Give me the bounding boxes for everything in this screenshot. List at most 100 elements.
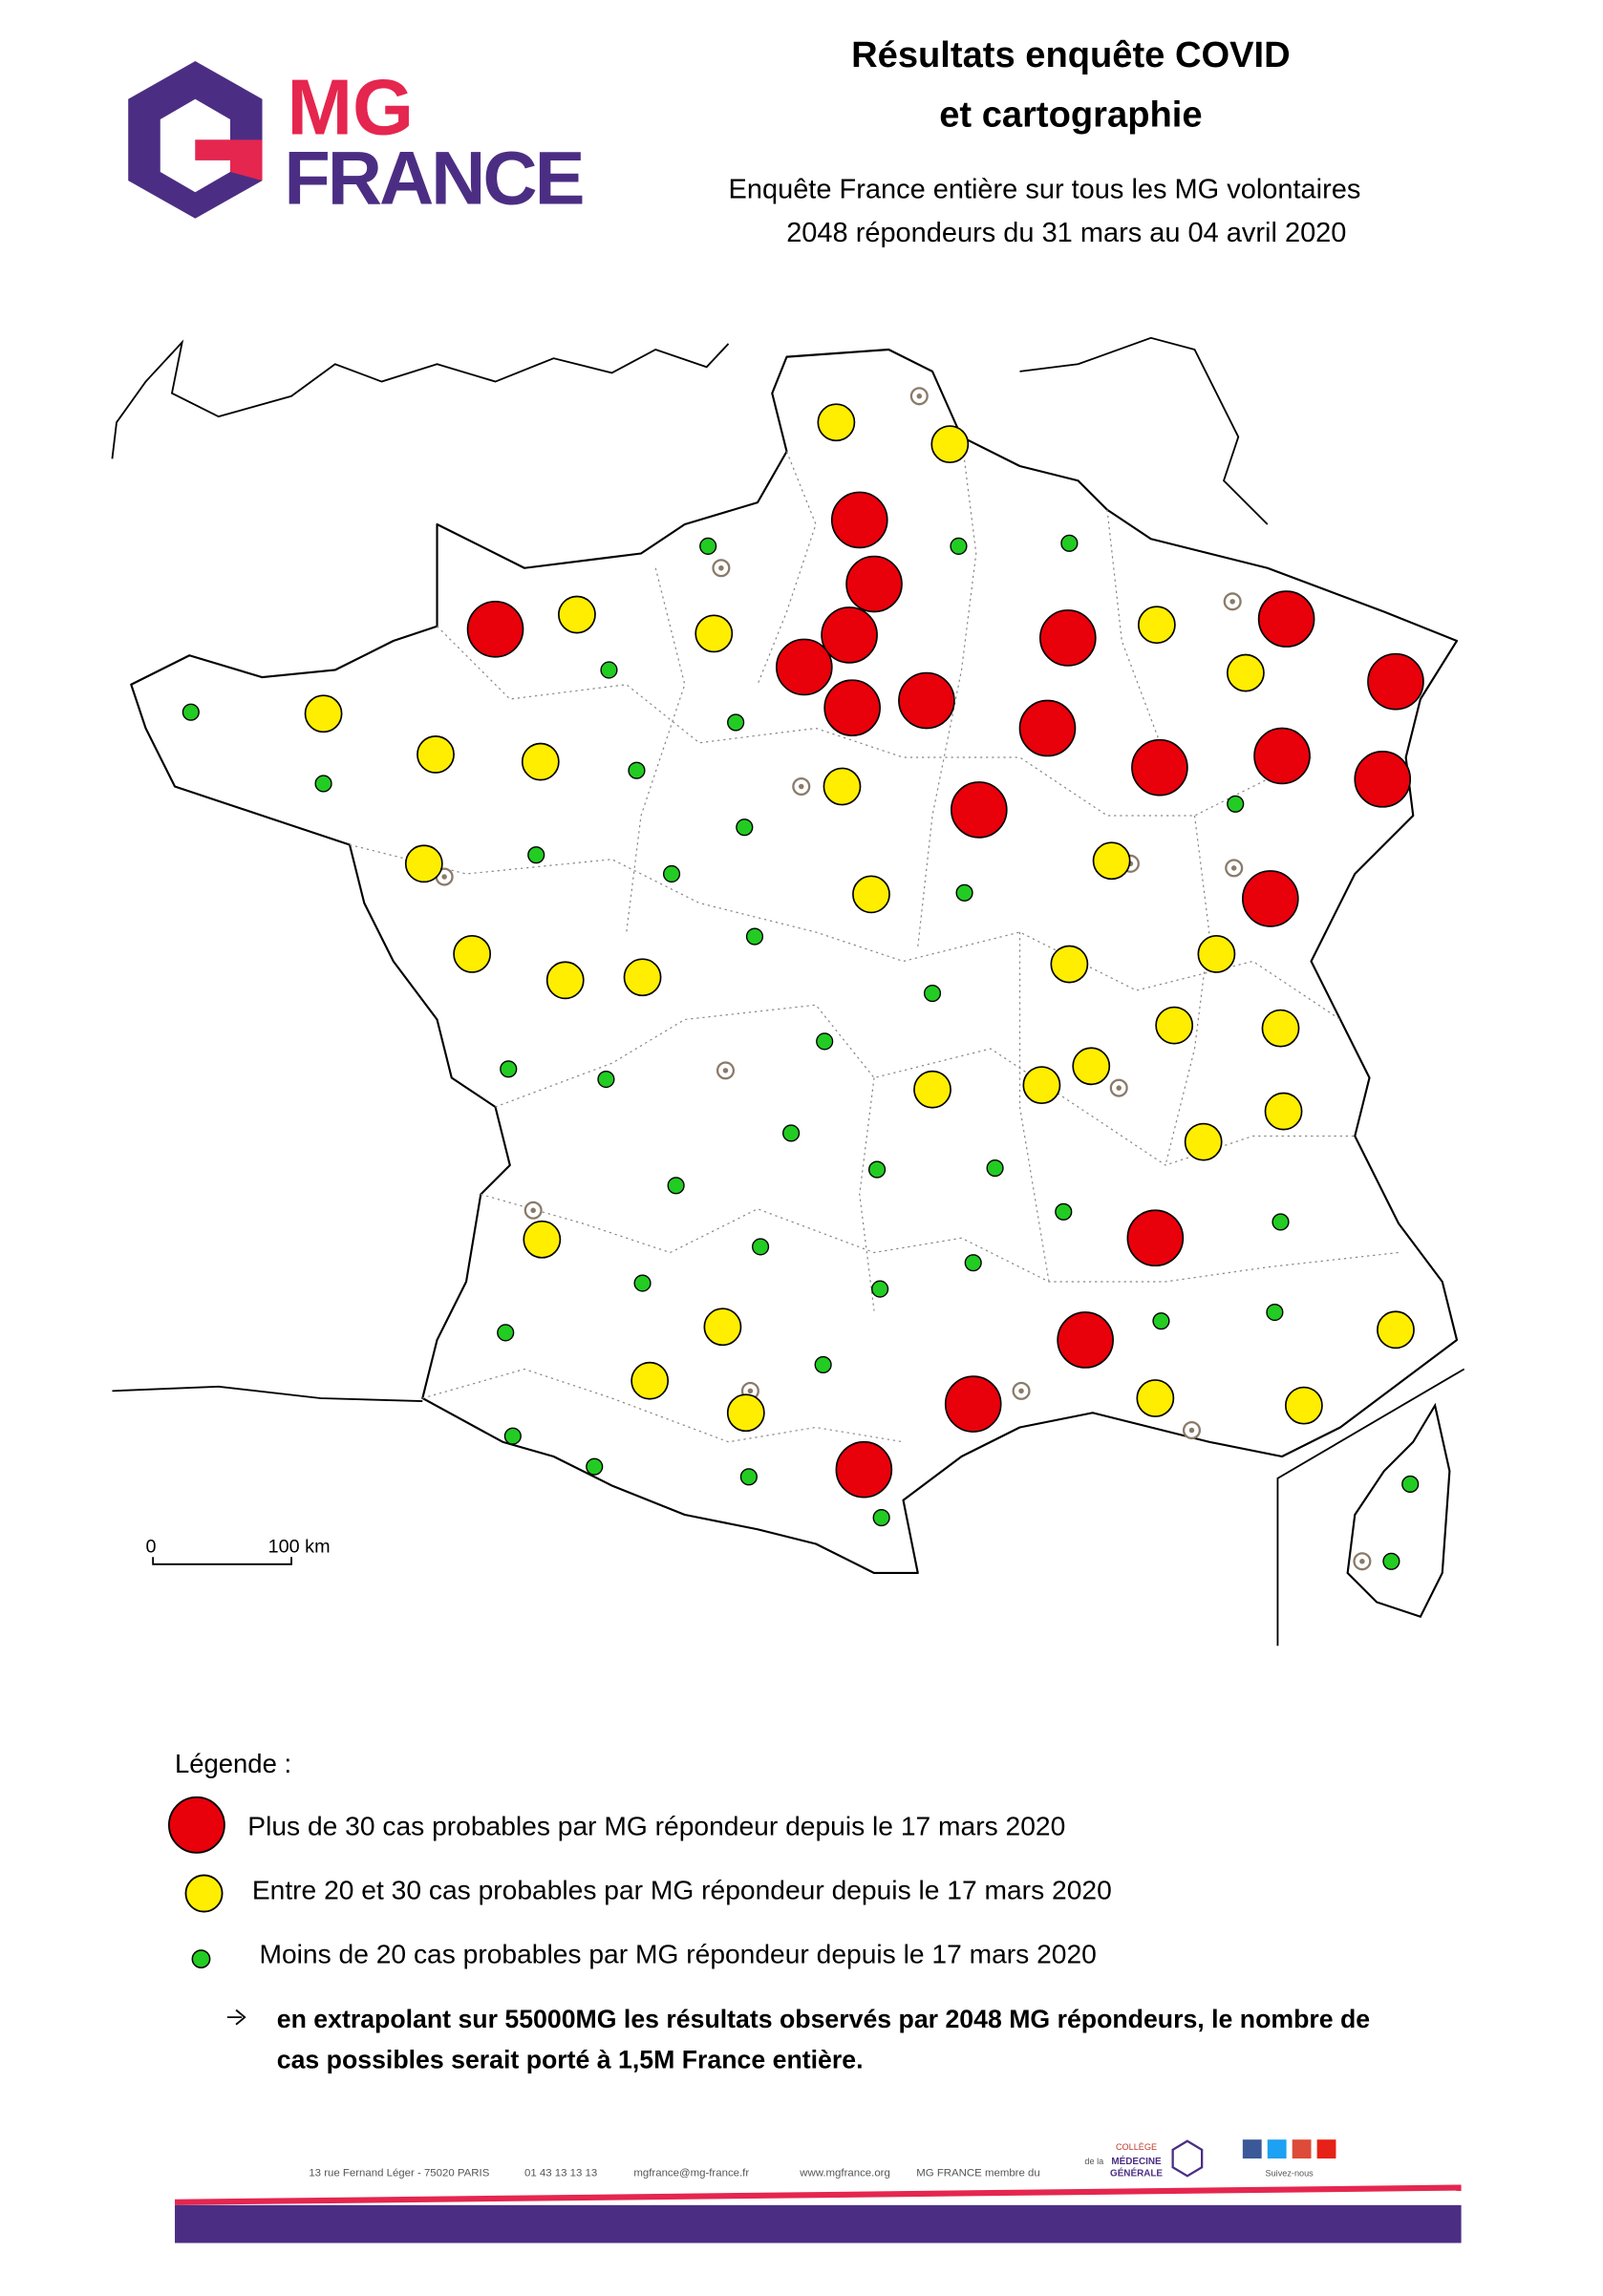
red-dot [944, 1375, 1002, 1433]
yellow-dot [1377, 1310, 1415, 1350]
red-dot [1057, 1311, 1114, 1369]
red-dot [1367, 652, 1424, 711]
yellow-dot [453, 934, 492, 973]
red-dot [1126, 1209, 1185, 1267]
green-dot [633, 1274, 652, 1292]
scale-start: 0 [146, 1537, 157, 1558]
city-marker [747, 1388, 754, 1394]
yellow-dot [1050, 945, 1089, 984]
legend-marker [184, 1874, 224, 1913]
green-dot [527, 846, 545, 864]
scale-end: 100 km [268, 1537, 331, 1558]
green-dot [745, 927, 764, 946]
note-line: en extrapolant sur 55000MG les résultats… [277, 2005, 1370, 2033]
green-dot [955, 883, 973, 902]
green-dot [314, 775, 332, 793]
scale-bar: 0 100 km [146, 1537, 331, 1565]
city-marker [1359, 1559, 1365, 1564]
title: Résultats enquête COVID [851, 34, 1291, 75]
city-marker [718, 565, 724, 571]
yellow-dot [1137, 606, 1176, 645]
red-dot [835, 1440, 893, 1499]
follow: Suivez-nous [1266, 2168, 1314, 2178]
yellow-dot [817, 403, 856, 442]
yellow-dot [521, 742, 560, 781]
yellow-dot [1022, 1066, 1061, 1105]
green-dot [1266, 1303, 1284, 1322]
yellow-dot [1284, 1386, 1323, 1425]
legend-item: Plus de 30 cas probables par MG répondeu… [247, 1810, 1065, 1840]
title: et cartographie [939, 95, 1202, 136]
legend-item: Entre 20 et 30 cas probables par MG répo… [252, 1875, 1112, 1905]
green-dot [1401, 1475, 1420, 1494]
yellow-dot [1155, 1006, 1194, 1045]
yellow-dot [1092, 841, 1131, 881]
college: COLLÈGE [1116, 2142, 1157, 2152]
city-marker [1188, 1427, 1195, 1434]
red-dot [830, 491, 888, 549]
city-marker [441, 874, 447, 880]
green-dot [1060, 534, 1079, 552]
logo-bottom: FRANCE [284, 135, 582, 220]
yellow-dot [631, 1361, 670, 1400]
red-dot [821, 606, 878, 664]
yellow-dot [823, 767, 862, 806]
green-dot [497, 1324, 515, 1342]
college: de la [1084, 2157, 1104, 2166]
green-dot [600, 661, 618, 679]
yellow-dot [1072, 1047, 1111, 1086]
green-dot [872, 1508, 890, 1527]
green-dot [182, 703, 200, 721]
green-dot [814, 1355, 832, 1373]
logo-top: MG [287, 63, 414, 151]
green-dot [727, 713, 745, 732]
green-dot [1227, 795, 1245, 813]
green-dot [986, 1159, 1004, 1178]
yellow-dot [703, 1307, 742, 1347]
legend-marker [191, 1949, 211, 1969]
red-dot [951, 781, 1008, 839]
city-marker [1230, 865, 1237, 871]
red-dot [823, 679, 881, 736]
yellow-dot [558, 595, 596, 634]
green-dot [1152, 1312, 1170, 1330]
yellow-dot [417, 735, 455, 774]
green-dot [871, 1280, 889, 1298]
yellow-dot [930, 425, 970, 464]
yellow-dot [695, 614, 734, 653]
city-marker [916, 393, 923, 399]
yellow-dot [852, 875, 890, 914]
green-dot [950, 537, 968, 555]
green-dot [1272, 1213, 1290, 1231]
yellow-dot [1261, 1009, 1300, 1048]
green-dot [586, 1457, 604, 1476]
city-marker [1229, 599, 1235, 605]
green-dot [739, 1468, 758, 1486]
note: en extrapolant sur 55000MG les résultats… [226, 2005, 1370, 2073]
footer-address: 13 rue Fernand Léger - 75020 PARIS [309, 2167, 489, 2179]
yellow-dot [1197, 934, 1236, 973]
note-line: cas possibles serait porté à 1,5M France… [277, 2045, 864, 2073]
footer: 13 rue Fernand Léger - 75020 PARIS 01 43… [175, 2139, 1462, 2243]
logo: MG FRANCE [128, 61, 586, 220]
college: MÉDECINE [1111, 2157, 1162, 2167]
red-dot [466, 600, 524, 658]
yellow-dot [1264, 1092, 1303, 1131]
green-dot [628, 761, 646, 779]
yellow-dot [1136, 1379, 1175, 1417]
corsica-outline [1346, 1402, 1451, 1619]
legend-title: Légende : [175, 1749, 291, 1778]
green-dot [867, 1160, 887, 1179]
college: GÉNÉRALE [1110, 2168, 1163, 2179]
yellow-dot [913, 1070, 951, 1109]
yellow-dot [1184, 1122, 1223, 1161]
footer-phone: 01 43 13 13 13 [524, 2167, 597, 2179]
city-marker [722, 1068, 729, 1074]
yellow-dot [1226, 653, 1265, 692]
yellow-dot [545, 961, 585, 1000]
green-dot [503, 1427, 522, 1445]
subtitle: 2048 répondeurs du 31 mars au 04 avril 2… [786, 218, 1346, 248]
green-dot [816, 1032, 834, 1051]
red-dot [776, 638, 833, 696]
city-marker [1116, 1085, 1122, 1091]
